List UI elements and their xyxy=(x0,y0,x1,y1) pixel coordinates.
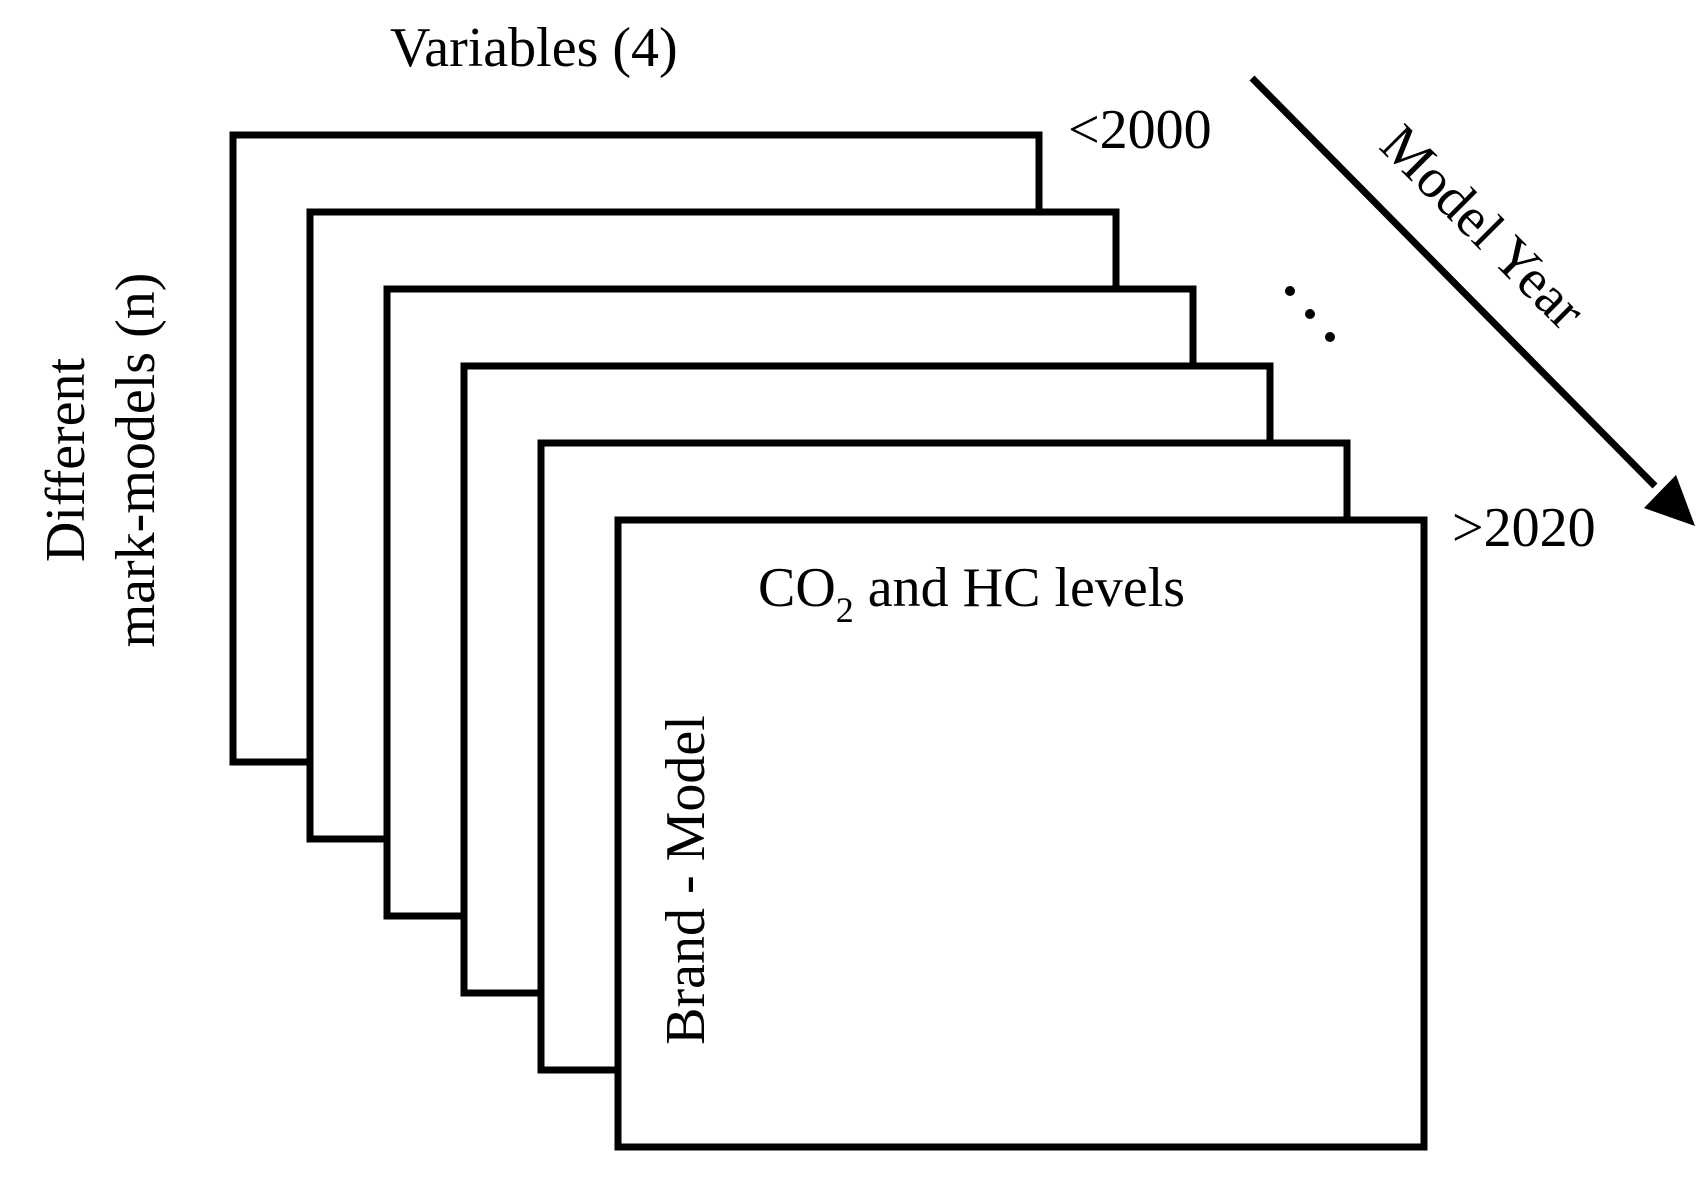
brand-model-label-group: Brand - Model xyxy=(655,715,717,1045)
model-year-arrow-icon xyxy=(1249,75,1695,526)
ellipsis-icon xyxy=(1285,286,1335,342)
mark-models-axis-label: Different mark-models (n) xyxy=(35,273,167,648)
mark-models-label-line2: mark-models (n) xyxy=(105,273,167,648)
year-end-label: >2020 xyxy=(1452,497,1596,559)
sheet-stack xyxy=(229,131,1428,1151)
co2-hc-levels-label: CO2 and HC levels xyxy=(758,557,1185,630)
front-sheet xyxy=(614,516,1428,1151)
year-start-label: <2000 xyxy=(1068,99,1212,161)
brand-model-label: Brand - Model xyxy=(655,715,717,1045)
variables-title: Variables (4) xyxy=(390,17,678,79)
mark-models-label-line1: Different xyxy=(35,357,97,562)
